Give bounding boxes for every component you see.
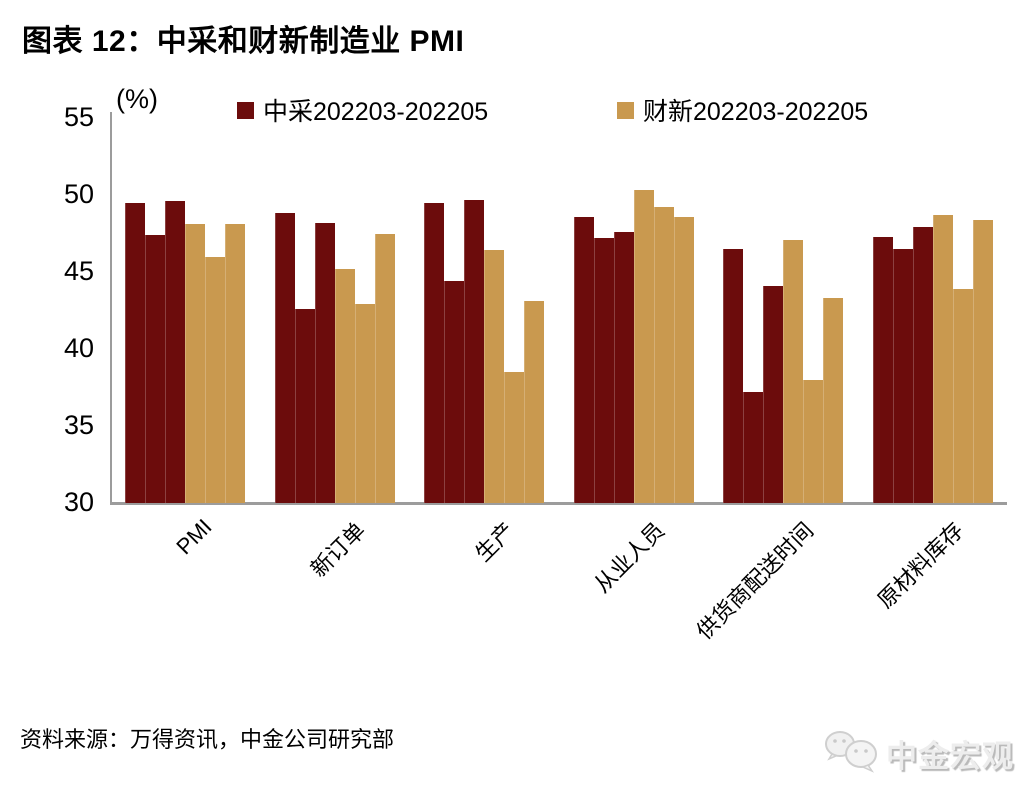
bar-caixin: [334, 268, 355, 503]
legend-item-zhongcai: 中采202203-202205: [237, 92, 488, 128]
bar-zhongcai: [145, 235, 165, 503]
bar-zhongcai: [743, 392, 764, 503]
bar-zhongcai: [424, 202, 445, 503]
bar-zhongcai: [314, 222, 335, 503]
bar-zhongcai: [913, 227, 933, 503]
bar-caixin: [633, 190, 654, 503]
y-axis-tick-label: 35: [63, 410, 94, 440]
bar-zhongcai: [125, 202, 145, 503]
bar-caixin: [803, 379, 824, 503]
bar-caixin: [185, 224, 205, 503]
watermark: 中金宏观: [822, 728, 1014, 779]
bar-caixin: [783, 239, 804, 503]
source-note: 资料来源：万得资讯，中金公司研究部: [20, 727, 395, 752]
bar-zhongcai: [464, 199, 485, 503]
legend-swatch-zhongcai: [237, 101, 254, 119]
bar-caixin: [653, 207, 674, 503]
bar-caixin: [973, 219, 993, 503]
legend-label-caixin: 财新202203-202205: [643, 98, 869, 126]
bar-zhongcai: [294, 308, 315, 503]
y-axis-tick-label: 45: [63, 256, 94, 286]
bar-caixin: [673, 216, 694, 503]
bar-caixin: [953, 288, 973, 503]
chart-title: 图表 12：中采和财新制造业 PMI: [22, 25, 465, 58]
bar-caixin: [823, 298, 844, 503]
y-axis-unit-label: (%): [116, 84, 158, 114]
bar-caixin: [225, 224, 245, 503]
y-axis-tick-label: 50: [63, 179, 94, 209]
bar-zhongcai: [444, 281, 465, 503]
bar-caixin: [524, 301, 545, 503]
x-axis-line: [110, 502, 1007, 505]
bar-zhongcai: [165, 201, 185, 503]
bar-caixin: [374, 233, 395, 503]
y-axis-tick-label: 40: [63, 333, 94, 363]
bar-caixin: [933, 215, 953, 503]
y-axis-tick-label: 30: [63, 487, 94, 517]
y-axis-tick-label: 55: [63, 102, 94, 132]
legend-item-caixin: 财新202203-202205: [617, 92, 868, 128]
bar-caixin: [354, 304, 375, 503]
bar-zhongcai: [573, 216, 594, 503]
bar-zhongcai: [873, 236, 893, 503]
wechat-icon: [822, 728, 880, 779]
bar-zhongcai: [613, 231, 634, 503]
legend-swatch-caixin: [617, 101, 634, 119]
watermark-label: 中金宏观: [886, 739, 1014, 774]
bar-zhongcai: [723, 248, 744, 503]
bar-zhongcai: [763, 285, 784, 503]
legend-label-zhongcai: 中采202203-202205: [263, 98, 489, 126]
bar-zhongcai: [274, 213, 295, 503]
bar-zhongcai: [593, 238, 614, 503]
bar-caixin: [484, 250, 505, 503]
bar-caixin: [504, 372, 525, 503]
bar-zhongcai: [893, 248, 913, 503]
bar-caixin: [205, 256, 225, 503]
y-axis-line: [110, 112, 112, 504]
